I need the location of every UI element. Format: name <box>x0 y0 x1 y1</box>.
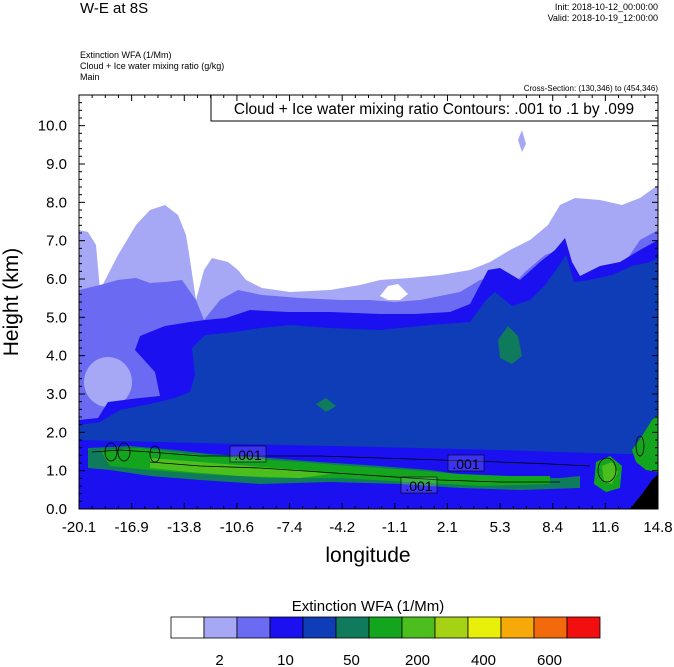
init-time: Init: 2018-10-12_00:00:00 <box>554 2 658 12</box>
y-tick-label: 6.0 <box>46 271 67 288</box>
contour-lines <box>91 435 645 483</box>
colorbar-swatch <box>236 616 271 639</box>
contour-label: .001 <box>452 456 479 472</box>
y-axis-label: Height (km) <box>0 248 23 357</box>
variable-main: Main <box>80 72 100 82</box>
y-tick-label: 1.0 <box>46 463 67 480</box>
page-title: W-E at 8S <box>80 0 149 17</box>
variable-mixing-ratio: Cloud + Ice water mixing ratio (g/kg) <box>80 61 225 71</box>
colorbar-label: 600 <box>537 652 562 667</box>
x-tick-label: 14.8 <box>643 519 672 536</box>
x-tick-label: 8.4 <box>542 519 563 536</box>
x-tick-label: -20.1 <box>62 519 96 536</box>
x-axis: -20.1 -16.9 -13.8 -10.6 -7.4 -4.2 -1.1 2.1 5.3 8.… <box>62 95 673 536</box>
colorbar-swatch <box>368 616 403 639</box>
valid-time: Valid: 2018-10-19_12:00:00 <box>547 13 658 23</box>
colorbar-swatch <box>434 616 469 639</box>
y-tick-label: 10.0 <box>38 118 67 135</box>
x-tick-label: -7.4 <box>277 519 303 536</box>
colorbar-label: 10 <box>277 652 294 667</box>
x-tick-label: -10.6 <box>220 519 254 536</box>
colorbar-swatch <box>335 616 370 639</box>
contour-label: .001 <box>234 447 261 463</box>
colorbar-label: 2 <box>215 652 223 667</box>
y-tick-label: 5.0 <box>46 309 67 326</box>
colorbar-swatch <box>269 616 304 639</box>
y-tick-label: 3.0 <box>46 386 67 403</box>
y-tick-label: 0.0 <box>46 501 67 518</box>
colorbar-label: 400 <box>471 652 496 667</box>
variable-extinction: Extinction WFA (1/Mm) <box>80 50 172 60</box>
colorbar-swatch <box>203 616 238 639</box>
colorbar-swatch <box>170 616 205 639</box>
colorbar-swatch <box>566 616 601 639</box>
colorbar-swatch <box>467 616 502 639</box>
extinction-field <box>79 95 658 509</box>
colorbar-label: 50 <box>343 652 360 667</box>
colorbar: 2 10 50 200 400 600 <box>170 616 601 667</box>
colorbar-swatch <box>533 616 568 639</box>
x-tick-label: 11.6 <box>591 519 619 536</box>
contour-info-text: Cloud + Ice water mixing ratio Contours:… <box>234 101 634 118</box>
colorbar-swatch <box>302 616 337 639</box>
colorbar-swatch <box>401 616 436 639</box>
x-tick-label: -13.8 <box>167 519 201 536</box>
contour-label: .001 <box>405 478 432 494</box>
y-tick-label: 4.0 <box>46 348 67 365</box>
x-tick-label: -1.1 <box>382 519 408 536</box>
colorbar-title: Extinction WFA (1/Mm) <box>292 598 445 615</box>
x-tick-label: -16.9 <box>115 519 149 536</box>
colorbar-label: 200 <box>405 652 430 667</box>
y-tick-label: 7.0 <box>46 233 67 250</box>
y-axis: 0.0 1.0 2.0 3.0 4.0 5.0 6.0 7.0 8.0 9.0 10.0 <box>38 94 658 518</box>
x-tick-label: 5.3 <box>490 519 511 536</box>
x-axis-label: longitude <box>325 544 410 567</box>
x-tick-label: -4.2 <box>329 519 355 536</box>
colorbar-swatch <box>500 616 535 639</box>
y-tick-label: 9.0 <box>46 156 67 173</box>
contour-info-box <box>210 94 659 122</box>
y-tick-label: 8.0 <box>46 194 67 211</box>
x-tick-label: 2.1 <box>437 519 458 536</box>
y-tick-label: 2.0 <box>46 424 67 441</box>
cross-section-label: Cross-Section: (130,346) to (454,346) <box>523 84 658 93</box>
